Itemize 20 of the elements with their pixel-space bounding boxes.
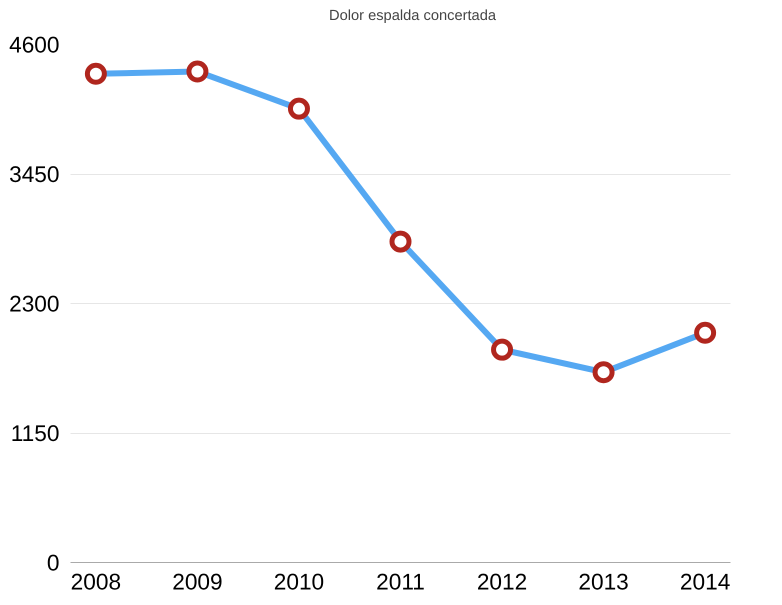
x-tick-label: 2014 (680, 568, 730, 594)
x-tick-label: 2008 (70, 568, 122, 594)
y-tick-label: 4600 (9, 32, 60, 58)
y-tick-label: 1150 (10, 420, 60, 446)
text: Dolor espalda concertada (328, 8, 496, 24)
x-tick-label: 2012 (476, 568, 528, 594)
x-tick-label: 2009 (172, 568, 223, 594)
y-tick-label: 0 (46, 550, 60, 576)
point (84, 62, 107, 85)
x-tick-label: 2013 (578, 568, 629, 594)
point (288, 98, 310, 120)
y-tick-label: 3450 (9, 161, 60, 187)
point (186, 60, 208, 83)
point (491, 338, 514, 361)
point (390, 230, 412, 253)
x-tick-label: 2011 (376, 568, 425, 594)
point (592, 361, 615, 384)
point (694, 322, 716, 344)
y-tick-label: 2300 (9, 290, 60, 316)
x-tick-label: 2010 (274, 568, 324, 594)
